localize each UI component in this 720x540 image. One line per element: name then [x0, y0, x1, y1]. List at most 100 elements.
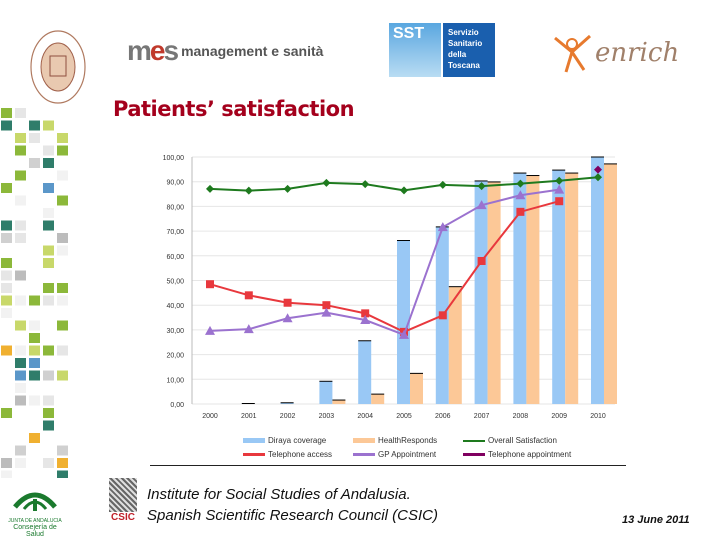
mosaic-tile: [43, 245, 54, 256]
mosaic-tile: [57, 458, 68, 468]
mosaic-tile: [29, 320, 40, 331]
marker-telephone-appointment: [594, 165, 602, 174]
y-tick-label: 80,00: [166, 204, 184, 211]
mosaic-tile: [1, 283, 12, 293]
mosaic-tile: [15, 445, 26, 456]
legend-telephone-access: Telephone access: [243, 450, 332, 459]
line-telephone-access: [209, 200, 560, 333]
x-tick-label: 2006: [435, 413, 451, 420]
mosaic-tile: [1, 345, 12, 356]
x-tick-label: 2005: [396, 413, 412, 420]
legend-telephone-appointment: Telephone appointment: [463, 450, 571, 459]
marker-gp-appointment: [321, 307, 332, 317]
marker-telephone-access: [283, 298, 292, 307]
bar-diraya-coverage: [552, 170, 566, 404]
mosaic-tile: [15, 220, 26, 231]
legend-overall: Overall Satisfaction: [463, 436, 557, 445]
mosaic-tile: [1, 458, 12, 468]
marker-telephone-access: [516, 207, 525, 216]
marker-overall-satisfaction: [206, 184, 214, 193]
mosaic-tile: [1, 220, 12, 231]
mosaic-tile: [29, 345, 40, 356]
x-tick-label: 2008: [513, 413, 529, 420]
mosaic-tile: [57, 320, 68, 331]
legend-healthresponds: HealthResponds: [353, 436, 437, 445]
y-tick-label: 30,00: [166, 328, 184, 335]
y-tick-label: 70,00: [166, 229, 184, 236]
bar-diraya-coverage: [591, 157, 604, 404]
junta-logo: JUNTA DE ANDALUCIA Consejería de Salud: [5, 485, 65, 540]
slide-date: 13 June 2011: [622, 514, 690, 526]
marker-gp-appointment: [476, 200, 487, 210]
mosaic-tile: [43, 120, 54, 131]
chart: 0,00 10,00 20,00 30,00 40,00 50,00 60,00 70,00 8…: [163, 155, 617, 420]
bar-diraya-coverage: [319, 381, 333, 404]
mosaic-tile: [43, 208, 54, 218]
marker-overall-satisfaction: [594, 173, 602, 182]
bar-diraya-coverage: [474, 180, 488, 404]
mosaic-tile: [15, 383, 26, 393]
mosaic-tile: [1, 270, 12, 281]
bar-healthresponds: [604, 163, 617, 404]
legend-divider: [150, 465, 626, 466]
marker-gp-appointment: [360, 315, 371, 325]
mosaic-tile: [1, 108, 12, 118]
mosaic-tile: [1, 258, 12, 268]
x-tick-label: 2007: [474, 413, 490, 420]
mosaic-tile: [57, 145, 68, 156]
mosaic-tile: [15, 358, 26, 368]
mosaic-tile: [29, 433, 40, 443]
mosaic-tile: [57, 233, 68, 243]
y-tick-label: 0,00: [170, 402, 184, 409]
mosaic-tile: [43, 370, 54, 381]
marker-telephone-access: [438, 311, 447, 320]
marker-overall-satisfaction: [477, 182, 486, 191]
y-tick-label: 40,00: [166, 303, 184, 310]
mosaic-tile: [1, 295, 12, 306]
bar-diraya-coverage: [513, 173, 527, 404]
marker-telephone-access: [206, 280, 214, 289]
x-tick-label: 2003: [319, 413, 335, 420]
chart-legend: Diraya coverage HealthResponds Overall S…: [233, 434, 613, 464]
legend-gp-appointment: GP Appointment: [353, 450, 436, 459]
mosaic-tile: [1, 183, 12, 193]
mosaic-tile: [43, 145, 54, 156]
bar-healthresponds: [487, 181, 501, 404]
marker-overall-satisfaction: [283, 184, 292, 193]
mosaic-tile: [43, 420, 54, 431]
marker-gp-appointment: [515, 190, 526, 200]
mosaic-tile: [43, 295, 54, 306]
marker-overall-satisfaction: [361, 180, 370, 189]
mosaic-tile: [29, 295, 40, 306]
y-tick-label: 100,00: [163, 155, 185, 162]
marker-gp-appointment: [205, 325, 215, 335]
mosaic-tile: [43, 158, 54, 168]
mosaic-tile: [43, 283, 54, 293]
legend-diraya: Diraya coverage: [243, 436, 326, 445]
marker-gp-appointment: [554, 184, 565, 194]
mosaic-tile: [57, 133, 68, 143]
mosaic-tile: [15, 458, 26, 468]
line-gp-appointment: [209, 188, 560, 337]
marker-telephone-access: [361, 309, 370, 318]
slide-title: Patients’ satisfaction: [113, 97, 355, 121]
bar-healthresponds: [565, 173, 579, 404]
mosaic-tile: [29, 133, 40, 143]
x-tick-label: 2000: [202, 413, 218, 420]
marker-gp-appointment: [437, 222, 448, 232]
mosaic-tile: [43, 220, 54, 231]
mes-logo: mes management e sanità: [127, 35, 324, 66]
bar-healthresponds: [526, 175, 540, 404]
mosaic-tile: [57, 245, 68, 256]
marker-overall-satisfaction: [555, 176, 564, 185]
mosaic-tile: [57, 445, 68, 456]
y-tick-label: 10,00: [166, 377, 184, 384]
marker-telephone-access: [477, 256, 486, 265]
mosaic-tile: [57, 195, 68, 206]
bar-diraya-coverage: [397, 240, 410, 404]
mosaic-tile: [43, 395, 54, 406]
mosaic-tile: [57, 370, 68, 381]
marker-overall-satisfaction: [322, 178, 331, 187]
bar-healthresponds: [371, 394, 385, 404]
mosaic-tile: [29, 158, 40, 168]
